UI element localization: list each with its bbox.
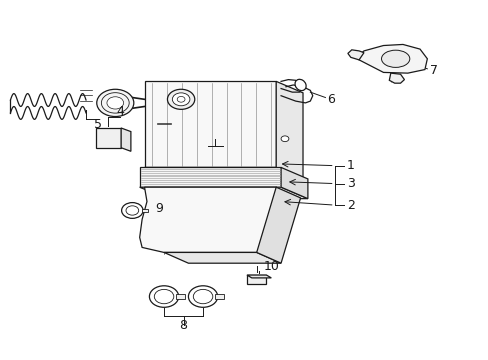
- Polygon shape: [276, 81, 303, 179]
- Polygon shape: [388, 73, 404, 83]
- Circle shape: [122, 203, 143, 219]
- Polygon shape: [215, 294, 223, 299]
- Polygon shape: [140, 167, 281, 187]
- Polygon shape: [144, 167, 303, 179]
- Polygon shape: [144, 81, 276, 167]
- Polygon shape: [358, 44, 427, 73]
- Circle shape: [193, 289, 212, 304]
- Ellipse shape: [381, 50, 409, 67]
- Ellipse shape: [294, 79, 305, 91]
- Circle shape: [97, 89, 134, 117]
- Circle shape: [107, 97, 123, 109]
- Text: 9: 9: [155, 202, 163, 215]
- Circle shape: [126, 206, 139, 215]
- Text: 7: 7: [429, 64, 437, 77]
- Text: 5: 5: [94, 118, 102, 131]
- Circle shape: [188, 286, 217, 307]
- Circle shape: [167, 89, 194, 109]
- Text: 1: 1: [346, 159, 354, 172]
- Polygon shape: [246, 275, 266, 284]
- Polygon shape: [246, 275, 271, 278]
- Polygon shape: [176, 294, 184, 299]
- Polygon shape: [140, 187, 307, 199]
- Circle shape: [101, 93, 129, 113]
- Polygon shape: [281, 167, 307, 199]
- Text: 4: 4: [116, 105, 124, 118]
- Circle shape: [154, 289, 173, 304]
- Text: 8: 8: [179, 319, 187, 332]
- Circle shape: [281, 136, 288, 141]
- Text: 2: 2: [346, 199, 354, 212]
- Polygon shape: [140, 187, 283, 252]
- Polygon shape: [142, 209, 148, 212]
- Circle shape: [172, 93, 189, 106]
- Circle shape: [177, 96, 184, 102]
- Polygon shape: [347, 50, 363, 60]
- Text: 3: 3: [346, 177, 354, 190]
- Polygon shape: [96, 128, 121, 148]
- Circle shape: [149, 286, 178, 307]
- Polygon shape: [163, 252, 281, 263]
- Text: 10: 10: [263, 260, 279, 273]
- Polygon shape: [121, 128, 131, 151]
- Text: 6: 6: [326, 93, 335, 106]
- Polygon shape: [256, 187, 300, 263]
